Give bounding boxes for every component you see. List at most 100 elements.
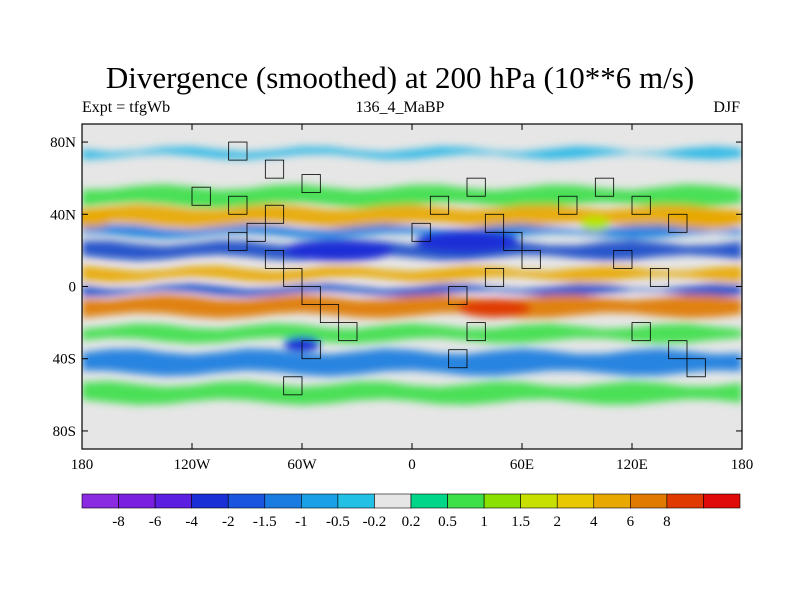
lat-tick-label: 40N (50, 207, 76, 223)
colorbar-label: -8 (112, 514, 125, 530)
colorbar-swatch (593, 493, 631, 509)
coastline-segment (301, 174, 321, 194)
colorbar-label: 8 (663, 514, 671, 530)
divergence-cell (82, 208, 114, 227)
coastline-segment (484, 268, 505, 287)
lon-tick-label: 180 (731, 457, 754, 473)
map-axes: 80N 40N 0 40S 80S 180 120W 60W 0 60E 120E 180 (50, 124, 753, 473)
coastline-segment (283, 268, 303, 287)
coastline-segment (411, 222, 431, 242)
colorbar-label: 1 (480, 514, 488, 530)
divergence-cell (283, 239, 394, 262)
colorbar-swatch (301, 493, 339, 509)
coastline-segment (319, 304, 340, 324)
colorbar-label: 6 (627, 514, 635, 530)
coastline-segment (264, 249, 285, 269)
coastline-segment (613, 249, 633, 269)
coastline-segment (668, 213, 688, 233)
colorbar-label: 1.5 (511, 514, 530, 530)
coastline-segment (484, 213, 505, 233)
coastline-segment (594, 177, 615, 197)
colorbar-swatch (154, 493, 192, 509)
lat-tick-label: 0 (69, 280, 77, 296)
lon-tick-label: 120W (174, 457, 212, 473)
colorbar-label: 4 (590, 514, 598, 530)
colorbar-label: -2 (222, 514, 235, 530)
colorbar: -8 -6 -4 -2 -1.5 -1 -0.5 -0.2 0.2 0.5 1 1.5 2 4 6 8 (81, 493, 741, 530)
coastline-segment (301, 286, 321, 305)
lon-tick-label: 60W (287, 457, 317, 473)
coastline-segment (228, 231, 248, 251)
coastline-segment (521, 249, 541, 269)
coastline-segment (668, 340, 688, 360)
divergence-band (82, 283, 742, 297)
colorbar-swatch (556, 493, 595, 509)
coastline-segment (338, 322, 358, 342)
lat-tick-label: 80N (50, 135, 76, 151)
lat-tick-label: 80S (53, 424, 76, 440)
divergence-cell (580, 216, 610, 231)
coastline-segment (264, 204, 285, 224)
colorbar-swatch (630, 493, 668, 509)
plot-title: Divergence (smoothed) at 200 hPa (10**6 … (105, 60, 695, 95)
expt-label: Expt = tfgWb (82, 99, 171, 116)
coastline-segment (631, 322, 651, 342)
coastline-segment (283, 376, 303, 396)
case-label: 136_4_MaBP (355, 99, 445, 116)
colorbar-swatch (410, 493, 448, 509)
lat-tick-label: 40S (53, 352, 76, 368)
colorbar-label: -4 (185, 514, 198, 530)
coastline-segment (429, 195, 450, 215)
coastline-segment (228, 141, 248, 161)
colorbar-label: -6 (149, 514, 162, 530)
divergence-cell (665, 210, 742, 229)
lon-tick-label: 0 (408, 457, 416, 473)
coastline-segment (649, 268, 670, 287)
divergence-cell (457, 299, 532, 318)
colorbar-label: 2 (553, 514, 561, 530)
season-label: DJF (713, 99, 740, 116)
divergence-band (82, 265, 742, 283)
colorbar-swatch (337, 493, 375, 509)
colorbar-label: 0.5 (438, 514, 457, 530)
coastline-outlines (191, 141, 706, 396)
coastline-segment (228, 195, 248, 215)
colorbar-swatch (447, 493, 485, 509)
coastline-segment (301, 340, 321, 360)
colorbar-swatch (703, 493, 741, 509)
colorbar-swatch (81, 493, 119, 509)
divergence-band (82, 348, 742, 377)
coastline-segment (466, 322, 486, 342)
colorbar-label: 0.2 (402, 514, 421, 530)
divergence-band (82, 294, 742, 319)
divergence-band (82, 381, 742, 406)
lon-tick-label: 120E (616, 457, 648, 473)
colorbar-swatch (483, 493, 521, 509)
lon-tick-label: 60E (510, 457, 534, 473)
coastline-segment (686, 358, 706, 378)
colorbar-label: -0.2 (363, 514, 387, 530)
colorbar-swatch (227, 493, 266, 509)
coastline-segment (558, 195, 578, 215)
divergence-band (82, 323, 742, 344)
coastline-segment (264, 159, 285, 179)
coastline-segment (448, 349, 468, 369)
divergence-field (82, 124, 742, 449)
colorbar-label: -1.5 (253, 514, 277, 530)
colorbar-swatch (666, 493, 704, 509)
colorbar-label: -0.5 (326, 514, 350, 530)
coastline-segment (503, 231, 523, 251)
colorbar-swatch (191, 493, 229, 509)
coastline-segment (191, 186, 211, 206)
lon-tick-label: 180 (71, 457, 94, 473)
coastline-segment (631, 195, 651, 215)
colorbar-swatch (264, 493, 302, 509)
coastline-segment (448, 286, 468, 305)
colorbar-swatch (520, 493, 558, 509)
divergence-cell (415, 230, 519, 253)
colorbar-label: -1 (295, 514, 308, 530)
colorbar-swatch (374, 493, 412, 509)
colorbar-swatch (118, 493, 156, 509)
coastline-segment (466, 177, 486, 197)
